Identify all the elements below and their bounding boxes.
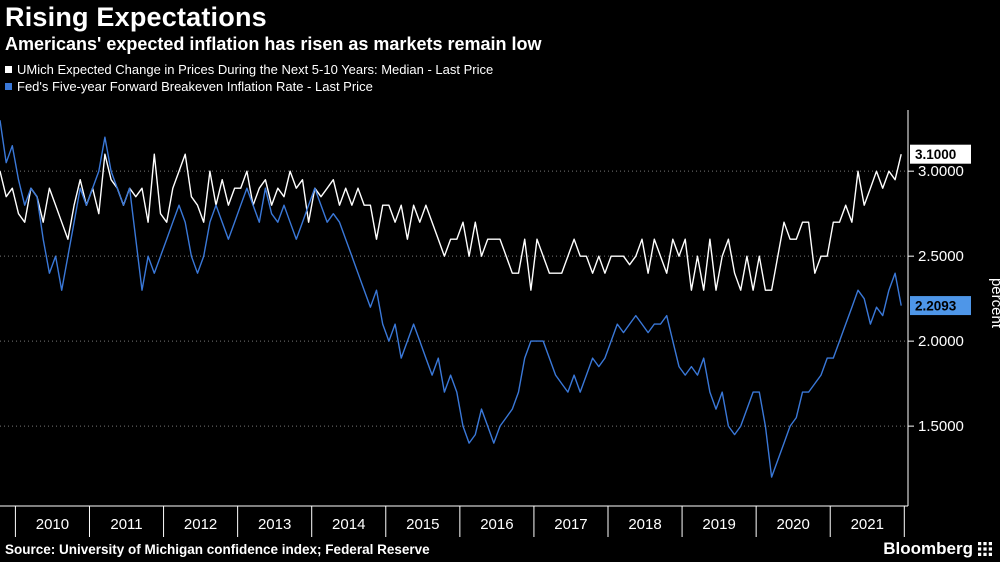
bloomberg-wordmark: Bloomberg — [883, 539, 973, 558]
x-tick-label: 2014 — [332, 516, 365, 533]
chart-subtitle: Americans' expected inflation has risen … — [5, 34, 542, 54]
x-tick-label: 2020 — [776, 516, 809, 533]
x-tick-label: 2013 — [258, 516, 291, 533]
y-tick-label: 2.0000 — [918, 333, 964, 350]
line-chart: 3.0000 2.5000 2.0000 1.5000 2010 2011 2012 2013… — [0, 110, 1000, 537]
x-tick-label: 2012 — [184, 516, 217, 533]
chart-header: Rising Expectations Americans' expected … — [5, 2, 990, 95]
x-tick-label: 2011 — [110, 516, 142, 533]
y-tick-label: 3.0000 — [918, 163, 964, 180]
legend-swatch-white-icon — [5, 66, 12, 73]
y-axis-title: percent — [988, 278, 1000, 329]
legend-item-breakeven: Fed's Five-year Forward Breakeven Inflat… — [5, 78, 990, 95]
x-tick-label: 2017 — [554, 516, 587, 533]
x-tick-label: 2010 — [36, 516, 69, 533]
series-line-1 — [0, 120, 902, 478]
last-price-label-0: 3.1000 — [915, 147, 956, 162]
last-price-box-1 — [910, 296, 971, 316]
y-tick-label: 1.5000 — [918, 418, 964, 435]
x-tick-label: 2018 — [628, 516, 661, 533]
x-tick-label: 2016 — [480, 516, 513, 533]
bloomberg-logo: Bloomberg — [883, 539, 992, 559]
legend: UMich Expected Change in Prices During t… — [5, 61, 990, 95]
bloomberg-grid-icon — [978, 542, 992, 556]
legend-item-umich: UMich Expected Change in Prices During t… — [5, 61, 990, 78]
chart-footer: Source: University of Michigan confidenc… — [0, 538, 1000, 562]
source-note: Source: University of Michigan confidenc… — [5, 541, 430, 557]
x-tick-label: 2019 — [702, 516, 735, 533]
legend-label-umich: UMich Expected Change in Prices During t… — [17, 62, 494, 77]
legend-label-breakeven: Fed's Five-year Forward Breakeven Inflat… — [17, 79, 373, 94]
legend-swatch-blue-icon — [5, 83, 12, 90]
series-line-0 — [0, 153, 902, 291]
chart-title: Rising Expectations — [5, 2, 267, 32]
last-price-label-1: 2.2093 — [915, 299, 957, 314]
last-price-box-0 — [910, 144, 971, 164]
x-tick-label: 2021 — [851, 516, 884, 533]
x-tick-label: 2015 — [406, 516, 439, 533]
y-tick-label: 2.5000 — [918, 248, 964, 265]
